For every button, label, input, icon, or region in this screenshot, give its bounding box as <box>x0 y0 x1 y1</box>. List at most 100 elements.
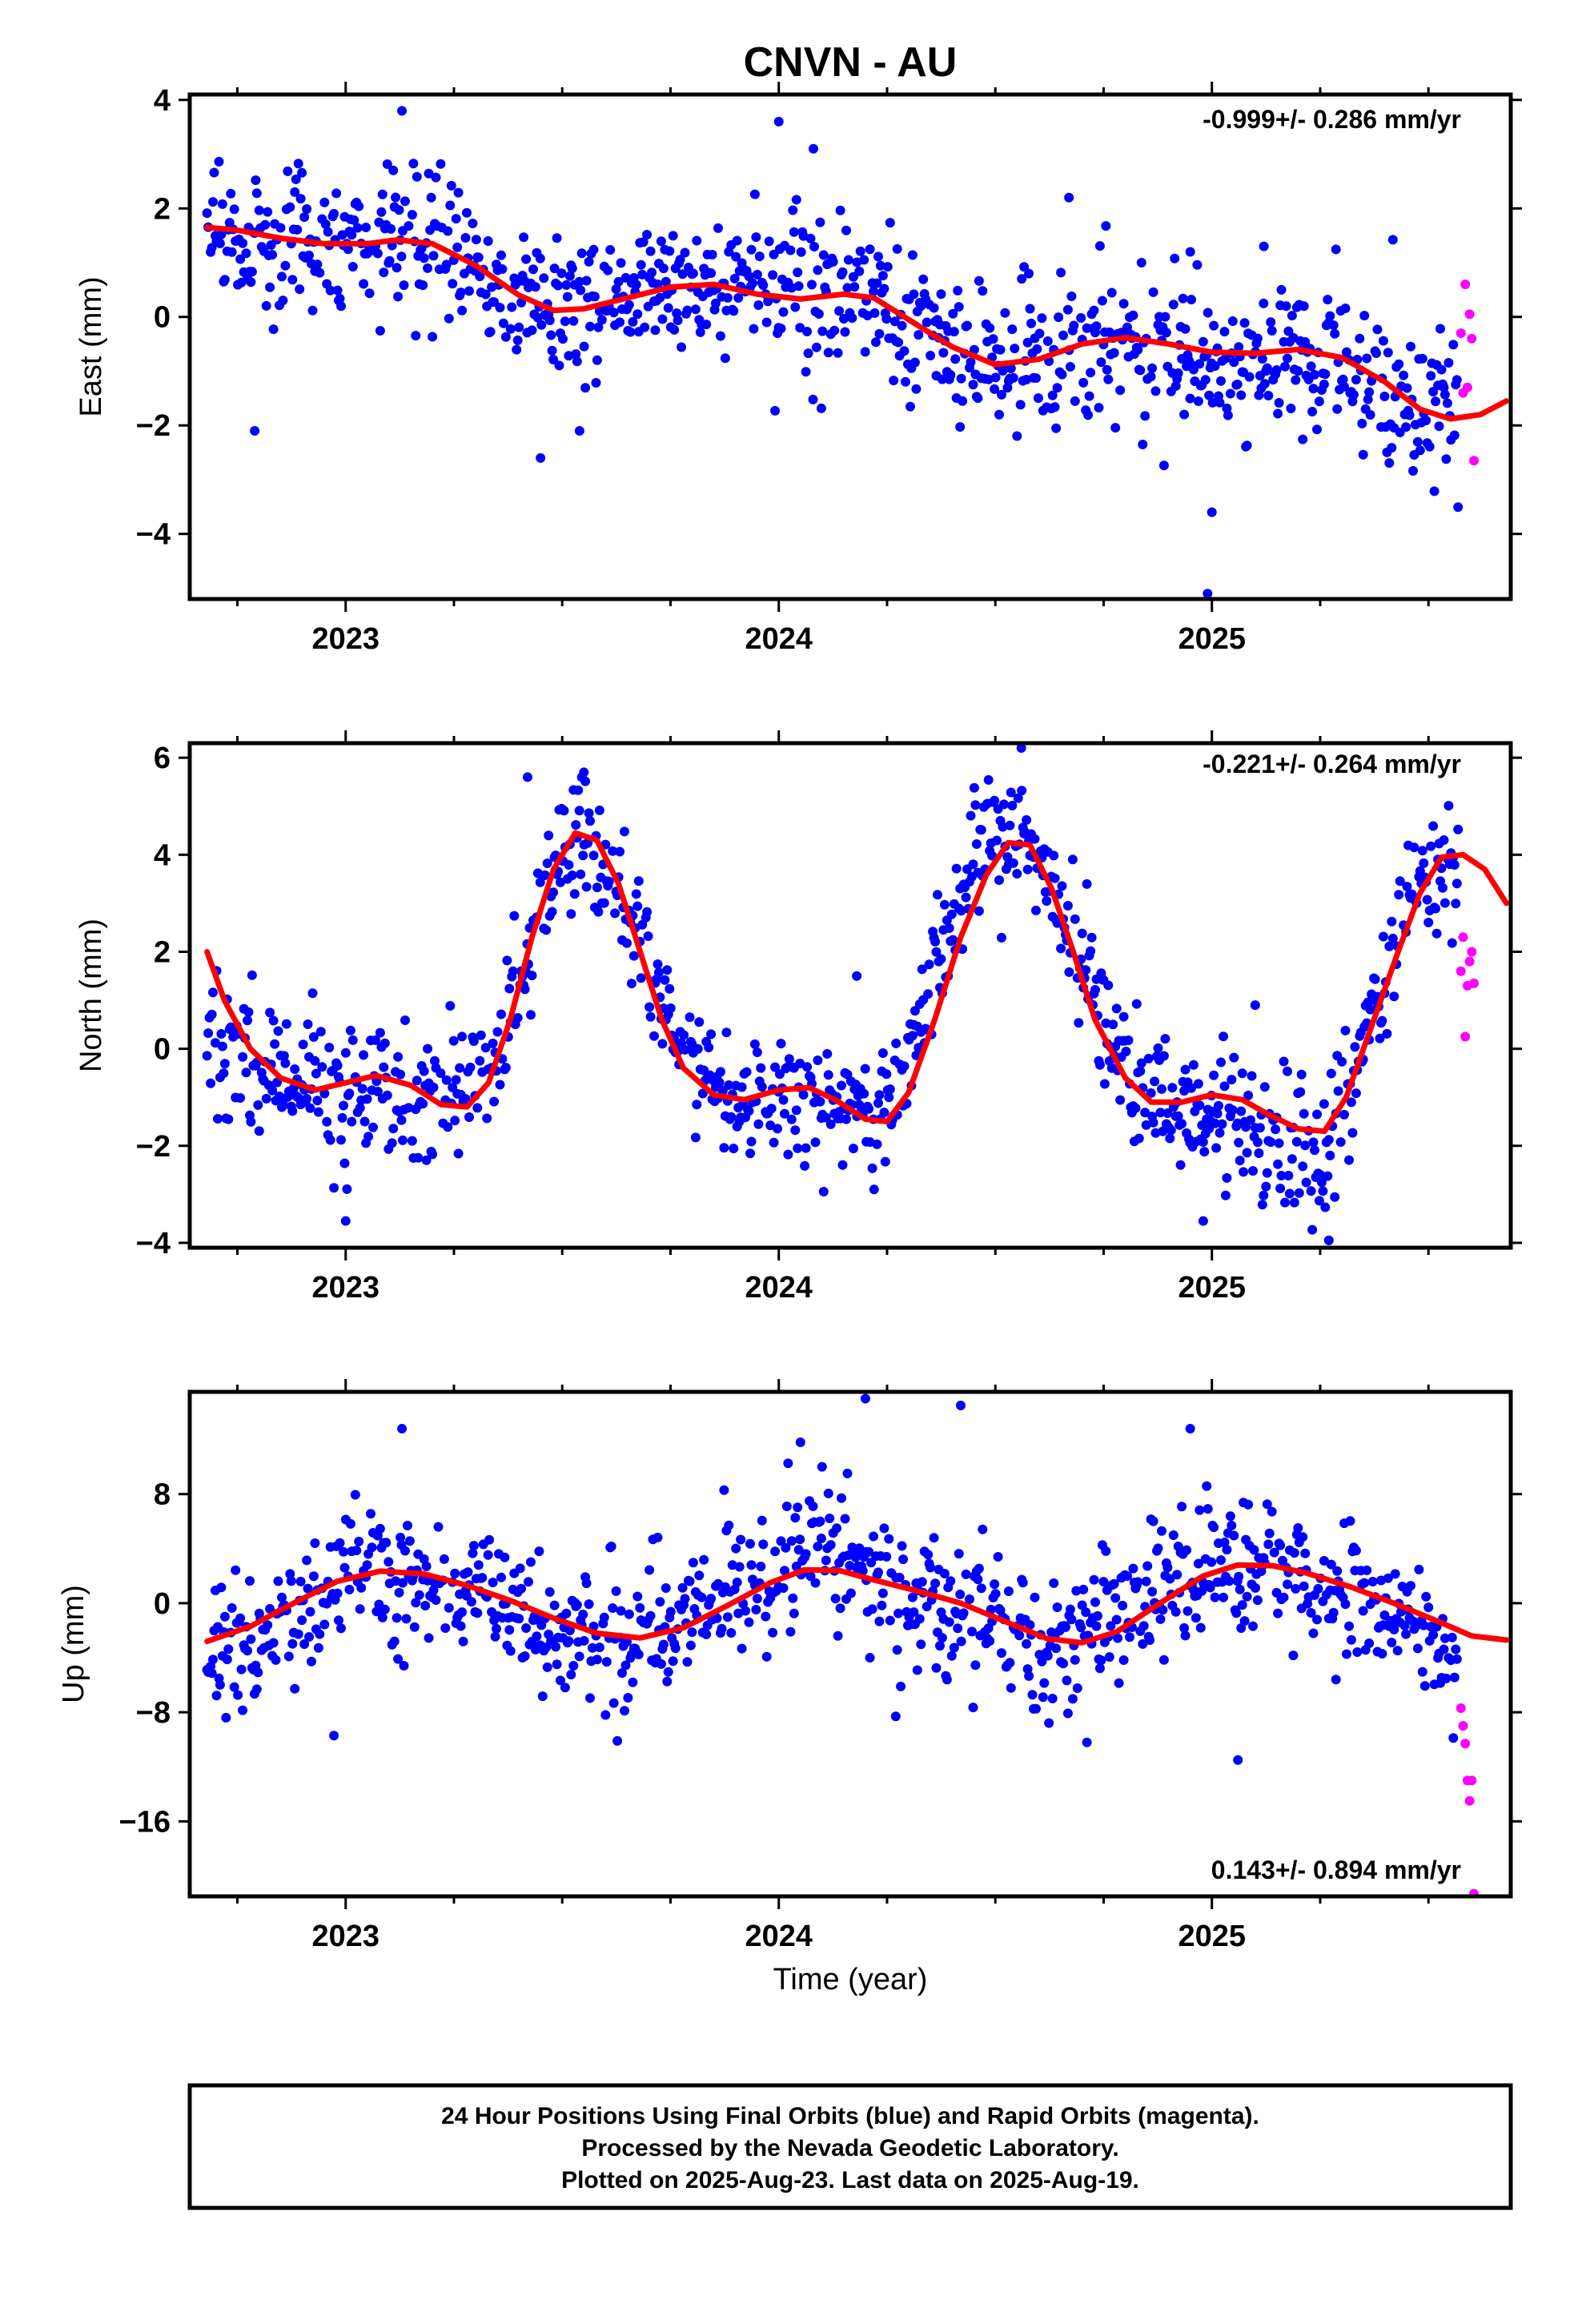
final-orbit-point <box>263 1620 273 1630</box>
final-orbit-point <box>480 1043 491 1053</box>
final-orbit-point <box>1287 311 1297 321</box>
final-orbit-point <box>241 1068 251 1078</box>
final-orbit-point <box>976 825 986 835</box>
final-orbit-point <box>445 1001 456 1011</box>
final-orbit-point <box>1383 348 1393 358</box>
final-orbit-point <box>347 262 358 271</box>
final-orbit-point <box>1378 336 1388 346</box>
final-orbit-point <box>716 1067 725 1077</box>
final-orbit-point <box>968 380 978 390</box>
final-orbit-point <box>273 1576 283 1586</box>
final-orbit-point <box>1377 1015 1387 1026</box>
final-orbit-point <box>896 1681 906 1691</box>
final-orbit-point <box>733 293 744 303</box>
final-orbit-point <box>1451 899 1461 909</box>
final-orbit-point <box>1409 842 1419 853</box>
final-orbit-point <box>440 1623 451 1633</box>
final-orbit-point <box>1279 1056 1289 1067</box>
final-orbit-point <box>1273 1159 1283 1169</box>
final-orbit-point <box>983 774 994 785</box>
final-orbit-point <box>457 1607 468 1618</box>
final-orbit-point <box>1280 361 1290 372</box>
final-orbit-point <box>654 967 664 978</box>
final-orbit-point <box>1315 1170 1326 1180</box>
final-orbit-point <box>208 1655 218 1665</box>
x-tick-label: 2025 <box>1178 1920 1246 1953</box>
final-orbit-point <box>287 275 298 285</box>
final-orbit-point <box>841 225 851 235</box>
final-orbit-point <box>576 285 586 296</box>
final-orbit-point <box>1389 991 1399 1002</box>
final-orbit-point <box>601 1657 612 1667</box>
final-orbit-point <box>658 1639 669 1650</box>
final-orbit-point <box>658 263 669 274</box>
final-orbit-point <box>770 1062 781 1072</box>
final-orbit-point <box>1234 1571 1244 1582</box>
final-orbit-point <box>885 1084 895 1095</box>
final-orbit-point <box>1242 440 1252 451</box>
final-orbit-point <box>472 1103 483 1113</box>
final-orbit-point <box>1162 1108 1173 1118</box>
data-layer <box>202 106 1510 599</box>
final-orbit-point <box>508 966 518 976</box>
final-orbit-point <box>825 1119 836 1129</box>
final-orbit-point <box>211 1038 220 1048</box>
final-orbit-point <box>1273 1608 1283 1618</box>
final-orbit-point <box>391 1613 402 1623</box>
final-orbit-point <box>1325 1150 1335 1160</box>
final-orbit-point <box>310 1055 320 1066</box>
final-orbit-point <box>776 324 786 334</box>
final-orbit-point <box>483 236 493 246</box>
final-orbit-point <box>1276 284 1287 295</box>
final-orbit-point <box>243 1007 254 1017</box>
final-orbit-point <box>1076 313 1086 323</box>
final-orbit-point <box>206 1078 216 1088</box>
final-orbit-point <box>357 1084 367 1094</box>
final-orbit-point <box>564 1636 574 1647</box>
final-orbit-point <box>1044 1718 1054 1728</box>
final-orbit-point <box>1125 1632 1134 1642</box>
final-orbit-point <box>223 1114 234 1124</box>
final-orbit-point <box>665 1606 676 1617</box>
final-orbit-point <box>1052 1602 1062 1612</box>
final-orbit-point <box>339 1158 350 1168</box>
final-orbit-point <box>1162 1562 1173 1573</box>
final-orbit-point <box>304 250 314 260</box>
final-orbit-point <box>1362 353 1372 364</box>
final-orbit-point <box>268 1638 279 1648</box>
final-orbit-point <box>917 964 927 975</box>
final-orbit-point <box>1339 381 1349 392</box>
final-orbit-point <box>1136 1058 1146 1068</box>
final-orbit-point <box>1325 311 1335 321</box>
final-orbit-point <box>546 330 556 340</box>
final-orbit-point <box>724 1080 734 1090</box>
final-orbit-point <box>277 271 287 282</box>
final-orbit-point <box>1364 1638 1375 1648</box>
final-orbit-point <box>322 1116 332 1127</box>
footer-line-1: 24 Hour Positions Using Final Orbits (bl… <box>441 2103 1259 2129</box>
final-orbit-point <box>277 1592 287 1602</box>
final-orbit-point <box>500 1552 510 1562</box>
final-orbit-point <box>1412 1643 1423 1654</box>
final-orbit-point <box>842 283 853 293</box>
final-orbit-point <box>917 1577 927 1587</box>
final-orbit-point <box>721 1027 732 1038</box>
final-orbit-point <box>839 314 849 324</box>
final-orbit-point <box>813 1055 823 1065</box>
final-orbit-point <box>611 1586 621 1596</box>
final-orbit-point <box>336 301 346 312</box>
final-orbit-point <box>552 233 562 243</box>
final-orbit-point <box>724 1520 734 1530</box>
final-orbit-point <box>448 279 458 289</box>
final-orbit-point <box>354 201 364 211</box>
final-orbit-point <box>1179 1622 1190 1633</box>
final-orbit-point <box>1344 1621 1354 1631</box>
final-orbit-point <box>344 1088 355 1099</box>
final-orbit-point <box>421 1561 432 1571</box>
final-orbit-point <box>1231 1608 1242 1618</box>
final-orbit-point <box>590 292 600 302</box>
final-orbit-point <box>475 1055 485 1066</box>
final-orbit-point <box>665 983 675 994</box>
final-orbit-point <box>1062 304 1073 315</box>
final-orbit-point <box>1365 1004 1375 1015</box>
